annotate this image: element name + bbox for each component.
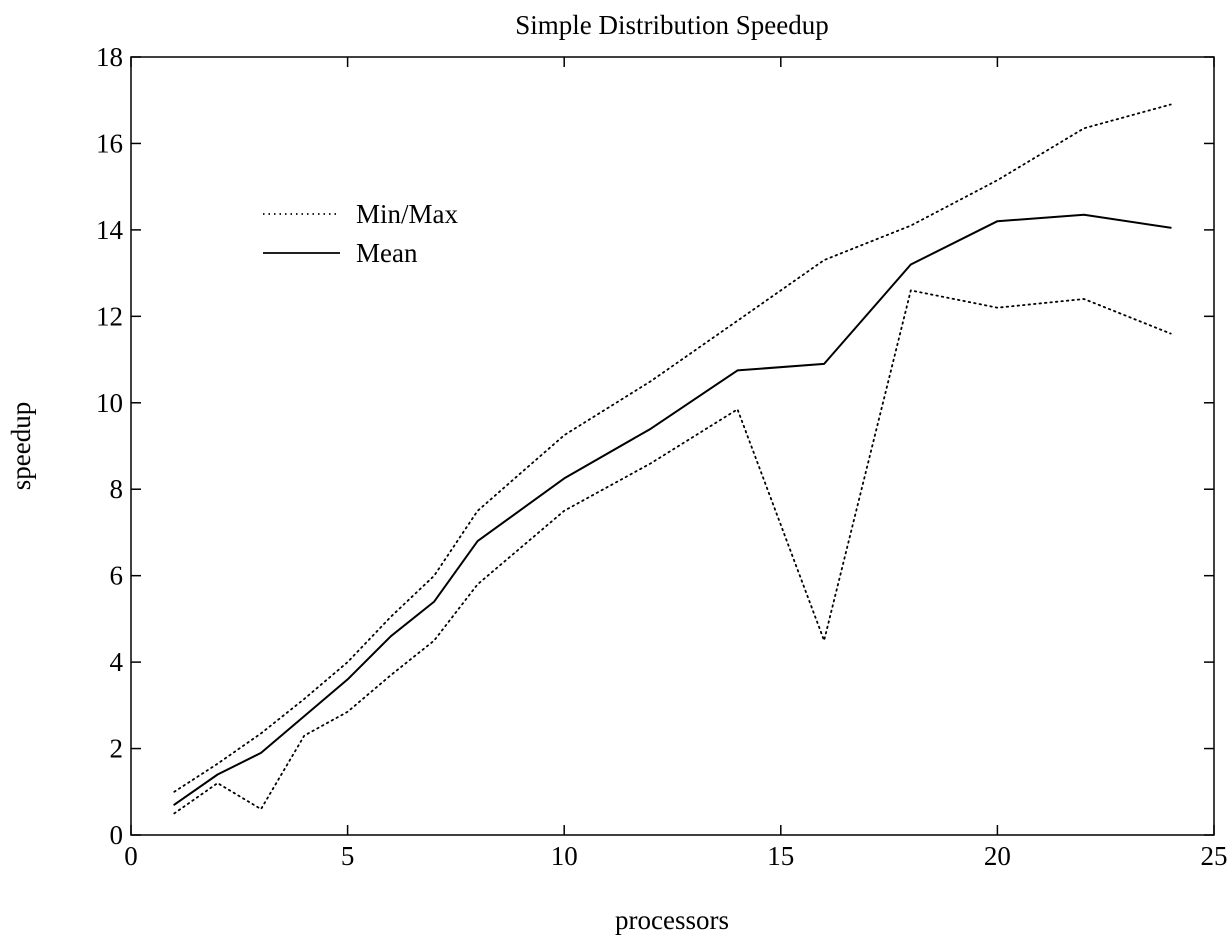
y-tick-label: 12 — [96, 301, 123, 331]
x-tick-label: 5 — [341, 841, 355, 871]
y-axis-ticks: 0 2 4 6 8 10 12 14 16 18 — [96, 42, 1214, 850]
y-tick-label: 2 — [110, 734, 124, 764]
chart-title: Simple Distribution Speedup — [515, 10, 829, 40]
legend-label-mean: Mean — [356, 238, 418, 268]
y-tick-label: 8 — [110, 474, 124, 504]
y-axis-title: speedup — [6, 402, 36, 490]
x-tick-label: 10 — [551, 841, 578, 871]
series-line-mean — [173, 213, 1172, 806]
series-layer — [173, 103, 1172, 815]
legend-label-min-max: Min/Max — [356, 199, 459, 229]
series-line-max — [173, 103, 1172, 793]
x-tick-label: 20 — [984, 841, 1011, 871]
y-tick-label: 14 — [96, 215, 124, 245]
y-tick-label: 6 — [110, 561, 124, 591]
x-tick-label: 15 — [767, 841, 794, 871]
x-axis-ticks: 0 5 10 15 20 25 — [124, 57, 1228, 871]
x-tick-label: 25 — [1201, 841, 1228, 871]
x-tick-label: 0 — [124, 841, 138, 871]
x-axis-title: processors — [615, 905, 729, 935]
y-tick-label: 0 — [110, 820, 124, 850]
y-tick-label: 16 — [96, 128, 123, 158]
y-tick-label: 4 — [110, 647, 124, 677]
series-line-min — [173, 289, 1172, 815]
legend: Min/Max Mean — [263, 199, 459, 268]
y-tick-label: 18 — [96, 42, 123, 72]
y-tick-label: 10 — [96, 388, 123, 418]
plot-frame — [130, 56, 1215, 836]
